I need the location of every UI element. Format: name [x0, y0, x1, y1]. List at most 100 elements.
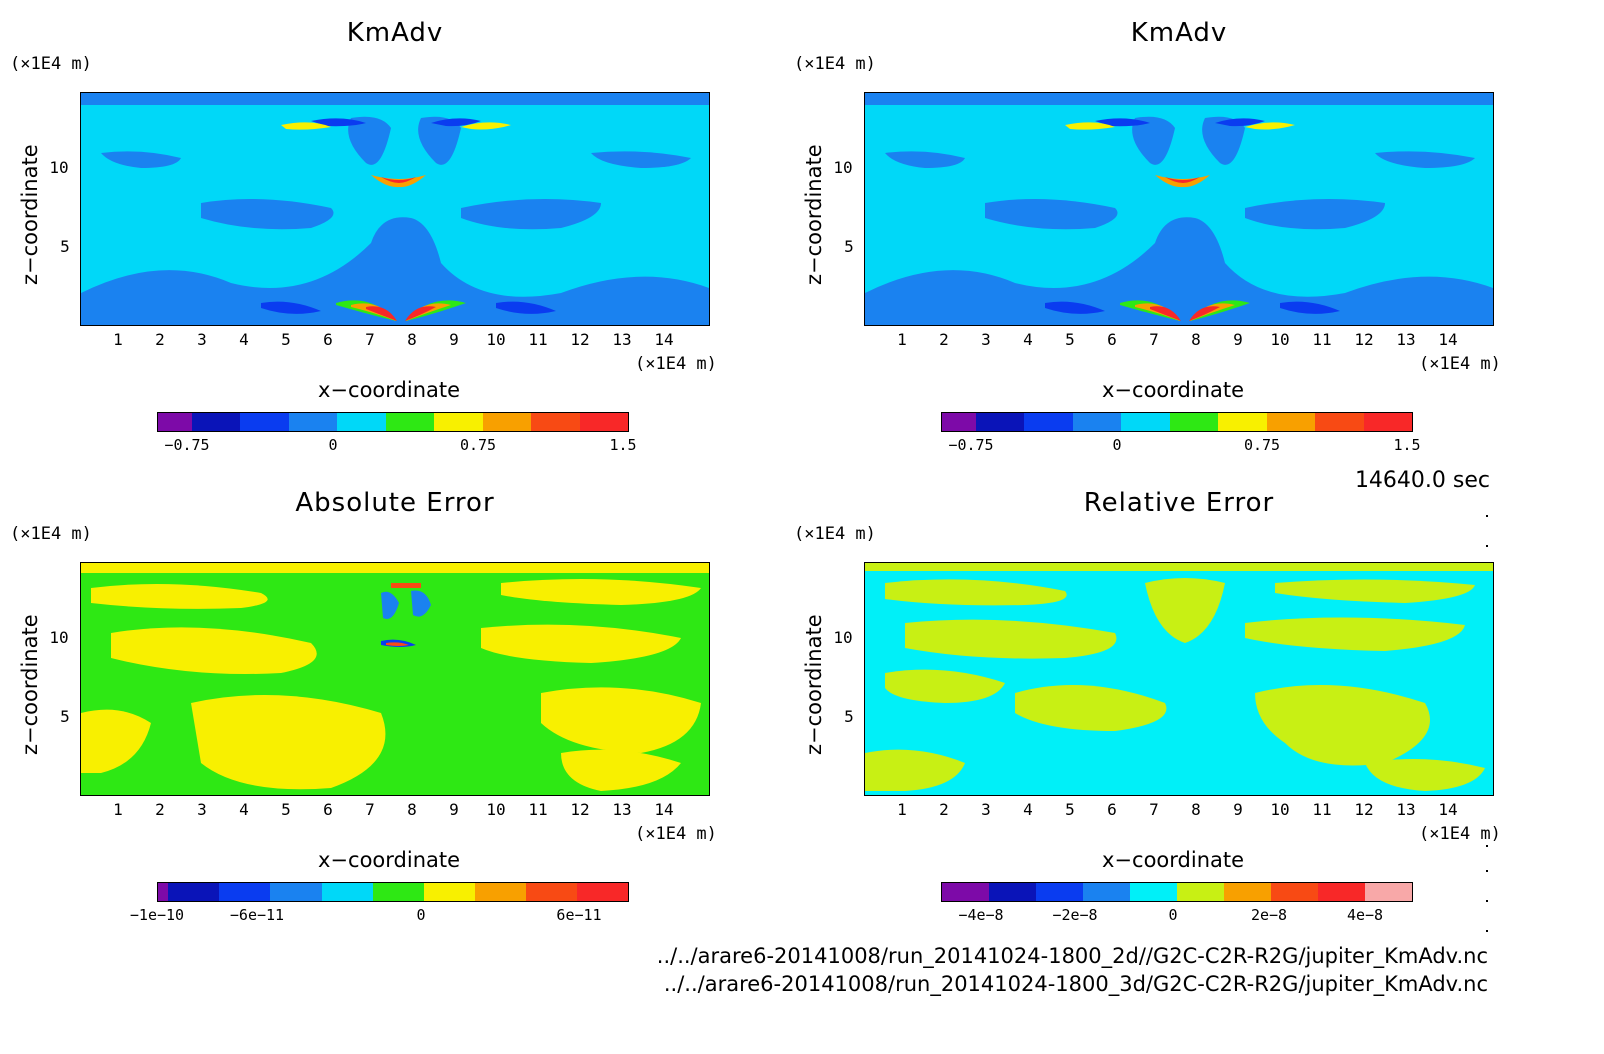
panel-title: Relative Error — [1083, 488, 1275, 518]
field-svg — [865, 563, 1493, 795]
z-tick-label: 10 — [49, 628, 69, 647]
x-tick-label: 4 — [1023, 330, 1033, 349]
x-tick-label: 6 — [323, 330, 333, 349]
field-contours — [865, 563, 1493, 791]
x-tick-label: 5 — [281, 800, 291, 819]
x-tick-label: 6 — [1107, 800, 1117, 819]
colorbar-segment — [1177, 883, 1224, 901]
colorbar-segment — [1130, 883, 1177, 901]
colorbar-segment — [337, 413, 386, 431]
z-axis-title: z−coordinate — [802, 614, 826, 755]
colorbar-tick-label: 0 — [1168, 906, 1178, 924]
x-tick-label: 13 — [612, 800, 632, 819]
colorbar-tick-label: −1e−10 — [129, 906, 185, 924]
x-tick-label: 14 — [1438, 330, 1458, 349]
x-tick-label: 12 — [1354, 330, 1374, 349]
colorbar-tick-label: 0 — [416, 906, 426, 924]
colorbar-segment — [240, 413, 289, 431]
z-tick-label: 10 — [833, 158, 853, 177]
file-path-3d: ../../arare6-20141008/run_20141024-1800_… — [663, 972, 1488, 996]
z-unit-label: (×1E4 m) — [10, 54, 92, 74]
heatmap-field — [80, 562, 710, 796]
colorbar-segment — [423, 883, 475, 901]
x-unit-label: (×1E4 m) — [1419, 354, 1501, 374]
colorbar-segment — [1169, 413, 1219, 431]
dot-marker — [1486, 515, 1488, 517]
x-tick-label: 3 — [197, 800, 207, 819]
z-tick-label: 5 — [60, 707, 70, 726]
x-tick-label: 2 — [939, 330, 949, 349]
file-path-2d: ../../arare6-20141008/run_20141024-1800_… — [656, 944, 1488, 968]
dot-marker — [1486, 930, 1488, 932]
x-tick-label: 8 — [1191, 800, 1201, 819]
dot-marker — [1486, 845, 1488, 847]
x-tick-label: 1 — [897, 330, 907, 349]
colorbar-segment — [372, 883, 424, 901]
colorbar-segment — [1036, 883, 1083, 901]
z-tick-label: 10 — [49, 158, 69, 177]
colorbar-segment — [1318, 883, 1365, 901]
x-tick-label: 5 — [281, 330, 291, 349]
colorbar-tick-label: −0.75 — [948, 436, 994, 454]
x-tick-label: 12 — [570, 330, 590, 349]
colorbar-segment — [434, 413, 483, 431]
x-tick-label: 2 — [155, 330, 165, 349]
x-tick-label: 3 — [981, 800, 991, 819]
z-axis-title: z−coordinate — [802, 144, 826, 285]
colorbar-segment — [482, 413, 532, 431]
colorbar-segment — [321, 883, 373, 901]
colorbar-tick-label: 0 — [328, 436, 338, 454]
x-tick-label: 9 — [449, 330, 459, 349]
x-axis-title: x−coordinate — [318, 848, 461, 872]
x-tick-label: 4 — [239, 330, 249, 349]
colorbar — [157, 412, 629, 432]
x-axis-title: x−coordinate — [318, 378, 461, 402]
x-tick-label: 10 — [486, 330, 506, 349]
field-contours — [865, 93, 1493, 325]
colorbar-segment — [191, 413, 241, 431]
x-tick-label: 6 — [1107, 330, 1117, 349]
z-axis-title: z−coordinate — [18, 614, 42, 755]
colorbar-segment — [576, 883, 629, 901]
colorbar-segment — [1121, 413, 1170, 431]
x-tick-label: 12 — [1354, 800, 1374, 819]
x-tick-label: 4 — [1023, 800, 1033, 819]
x-tick-label: 10 — [486, 800, 506, 819]
x-tick-label: 7 — [365, 800, 375, 819]
colorbar-segment — [942, 883, 989, 901]
colorbar-tick-label: 1.5 — [609, 436, 637, 454]
z-tick-label: 10 — [833, 628, 853, 647]
x-tick-label: 2 — [155, 800, 165, 819]
colorbar-segment — [1224, 883, 1271, 901]
time-label: 14640.0 sec — [1354, 468, 1490, 493]
colorbar-tick-label: −2e−8 — [1052, 906, 1098, 924]
x-tick-label: 4 — [239, 800, 249, 819]
field-contours — [81, 563, 709, 791]
colorbar-segment — [385, 413, 435, 431]
colorbar-segment — [219, 883, 271, 901]
x-tick-label: 8 — [407, 800, 417, 819]
colorbar-segment — [288, 413, 338, 431]
colorbar-segment — [1363, 413, 1412, 431]
dot-marker — [1486, 545, 1488, 547]
colorbar-tick-label: 2e−8 — [1250, 906, 1288, 924]
x-tick-label: 11 — [1312, 330, 1332, 349]
x-tick-label: 1 — [113, 330, 123, 349]
x-tick-label: 14 — [1438, 800, 1458, 819]
z-tick-label: 5 — [844, 707, 854, 726]
z-tick-label: 5 — [60, 237, 70, 256]
x-tick-label: 10 — [1270, 330, 1290, 349]
colorbar-segment — [1315, 413, 1364, 431]
x-tick-label: 12 — [570, 800, 590, 819]
colorbar-segment — [531, 413, 580, 431]
panel-kmadv-3d: KmAdv (×1E4 m) z−coordinate — [784, 0, 1574, 470]
x-axis-title: x−coordinate — [1102, 378, 1245, 402]
colorbar-segment — [989, 883, 1036, 901]
field-svg — [81, 563, 709, 795]
colorbar — [941, 412, 1413, 432]
panel-title: Absolute Error — [295, 488, 495, 518]
field-svg — [81, 93, 709, 325]
colorbar-segment — [942, 413, 976, 431]
x-tick-label: 9 — [1233, 330, 1243, 349]
colorbar-segment — [270, 883, 322, 901]
